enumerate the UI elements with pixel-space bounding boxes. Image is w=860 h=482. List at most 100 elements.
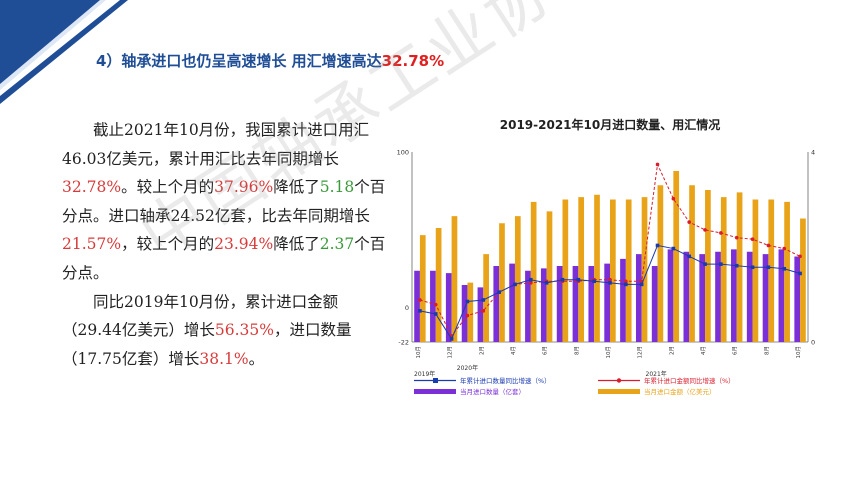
paragraph-1: 截止2021年10月份，我国累计进口用汇46.03亿美元，累计用汇比去年同期增长… xyxy=(62,121,386,282)
quantity-growth-point xyxy=(465,299,470,304)
legend-label: 年累计进口数量同比增速（%） xyxy=(460,376,551,385)
quantity-bar xyxy=(477,287,484,342)
corner-stripe xyxy=(0,0,128,104)
quantity-growth-point xyxy=(687,254,691,259)
amount-bar xyxy=(689,185,695,342)
quantity-growth-point xyxy=(497,290,501,294)
quantity-bar xyxy=(620,258,626,342)
slide-title: 4）轴承进口也仍呈高速增长 用汇增速高达32.78% xyxy=(96,52,445,70)
amount-growth-point xyxy=(481,309,486,313)
quantity-bar xyxy=(572,266,579,342)
quantity-bar xyxy=(731,249,737,342)
left-axis-tick-label: -22 xyxy=(398,339,409,347)
quantity-bar xyxy=(635,254,642,342)
x-tick-label: 12月 xyxy=(637,346,644,359)
import-chart: 2019-2021年10月进口数量、用汇情况 100 0 -22 4 0 10月 12月 2月… xyxy=(390,110,830,410)
amount-growth-point xyxy=(624,279,628,284)
quantity-bar xyxy=(445,273,452,342)
quantity-growth-point xyxy=(449,337,454,341)
quantity-bar xyxy=(493,266,500,342)
legend-marker xyxy=(616,378,622,383)
amount-bar xyxy=(641,197,648,342)
amount-bar xyxy=(768,199,775,342)
amount-bar xyxy=(625,199,632,342)
amount-growth-point xyxy=(766,243,771,248)
amount-bar xyxy=(419,235,426,342)
amount-bar xyxy=(451,216,458,342)
quantity-growth-point xyxy=(576,277,581,282)
amount-bar xyxy=(435,228,442,342)
amount-bar xyxy=(546,211,553,342)
quantity-bar xyxy=(604,263,610,342)
amount-growth-point xyxy=(465,313,470,318)
amount-bar xyxy=(705,190,711,342)
amount-growth-point xyxy=(418,298,422,302)
amount-bar xyxy=(514,216,521,342)
quantity-growth-point xyxy=(418,309,422,313)
quantity-bar xyxy=(651,266,658,342)
amount-bar xyxy=(467,282,474,342)
legend-swatch xyxy=(414,389,456,394)
amount-bar xyxy=(578,197,585,342)
amount-growth-point xyxy=(798,254,802,259)
amount-bar xyxy=(673,171,680,342)
amount-bar xyxy=(499,223,505,342)
amount-bar xyxy=(562,199,569,342)
quantity-growth-point xyxy=(766,265,771,270)
quantity-growth-point xyxy=(671,246,676,251)
amount-growth-point xyxy=(734,235,739,240)
legend-label: 当月进口数量（亿套） xyxy=(460,387,525,396)
amount-bar xyxy=(800,218,806,342)
x-tick-label: 4月 xyxy=(510,346,517,355)
x-tick-label: 6月 xyxy=(542,346,549,355)
amount-bar xyxy=(594,194,600,342)
x-tick-label: 10月 xyxy=(605,346,612,359)
amount-growth-point xyxy=(671,196,676,201)
x-tick-label: 12月 xyxy=(447,346,454,359)
quantity-bar xyxy=(540,268,547,342)
right-axis-tick-label: 0 xyxy=(811,339,815,347)
quantity-bar xyxy=(430,270,436,342)
amount-bar xyxy=(720,197,727,342)
amount-growth-point xyxy=(529,281,533,285)
quantity-bar xyxy=(762,254,769,342)
quantity-growth-point xyxy=(655,243,660,248)
quantity-bar xyxy=(683,251,690,342)
title-highlight-value: 32.78% xyxy=(381,52,445,70)
quantity-bar xyxy=(461,285,468,342)
quantity-bar xyxy=(588,266,595,342)
right-axis-tick-label: 4 xyxy=(811,149,815,157)
chart-plot: 100 0 -22 4 0 10月 12月 2月 4月 6月 8月 10月 12月 2月 4月 6月 8月 10月… xyxy=(397,149,816,397)
quantity-bar xyxy=(556,266,563,342)
x-tick-label: 10月 xyxy=(415,346,422,359)
quantity-growth-point xyxy=(719,262,723,266)
quantity-growth-point xyxy=(529,277,533,282)
quantity-growth-point xyxy=(481,298,486,302)
x-tick-label: 8月 xyxy=(573,346,580,355)
quantity-growth-point xyxy=(624,282,628,287)
quantity-growth-point xyxy=(734,263,739,268)
quantity-bar xyxy=(715,251,721,342)
quantity-bar xyxy=(509,263,515,342)
amount-growth-point xyxy=(750,237,755,242)
quantity-bar xyxy=(525,270,531,342)
quantity-growth-point xyxy=(750,265,755,270)
quantity-growth-point xyxy=(560,277,565,282)
quantity-bar xyxy=(746,251,753,342)
quantity-bar xyxy=(667,249,674,342)
amount-bar xyxy=(610,199,616,342)
legend-label: 当月进口金额（亿美元） xyxy=(644,387,716,396)
x-tick-label: 2月 xyxy=(668,346,675,355)
chart-title: 2019-2021年10月进口数量、用汇情况 xyxy=(499,118,721,132)
legend-label: 年累计进口金额同比增速（%） xyxy=(644,376,735,385)
quantity-growth-point xyxy=(433,312,438,316)
legend-marker xyxy=(433,378,438,383)
quantity-growth-point xyxy=(782,267,787,271)
amount-bar xyxy=(530,201,537,342)
x-tick-label: 2月 xyxy=(478,346,485,355)
amount-growth-point xyxy=(719,231,723,235)
year-label: 2021年 xyxy=(646,370,667,378)
amount-bar xyxy=(784,201,790,342)
amount-growth-point xyxy=(687,220,691,224)
x-tick-label: 4月 xyxy=(700,346,707,355)
